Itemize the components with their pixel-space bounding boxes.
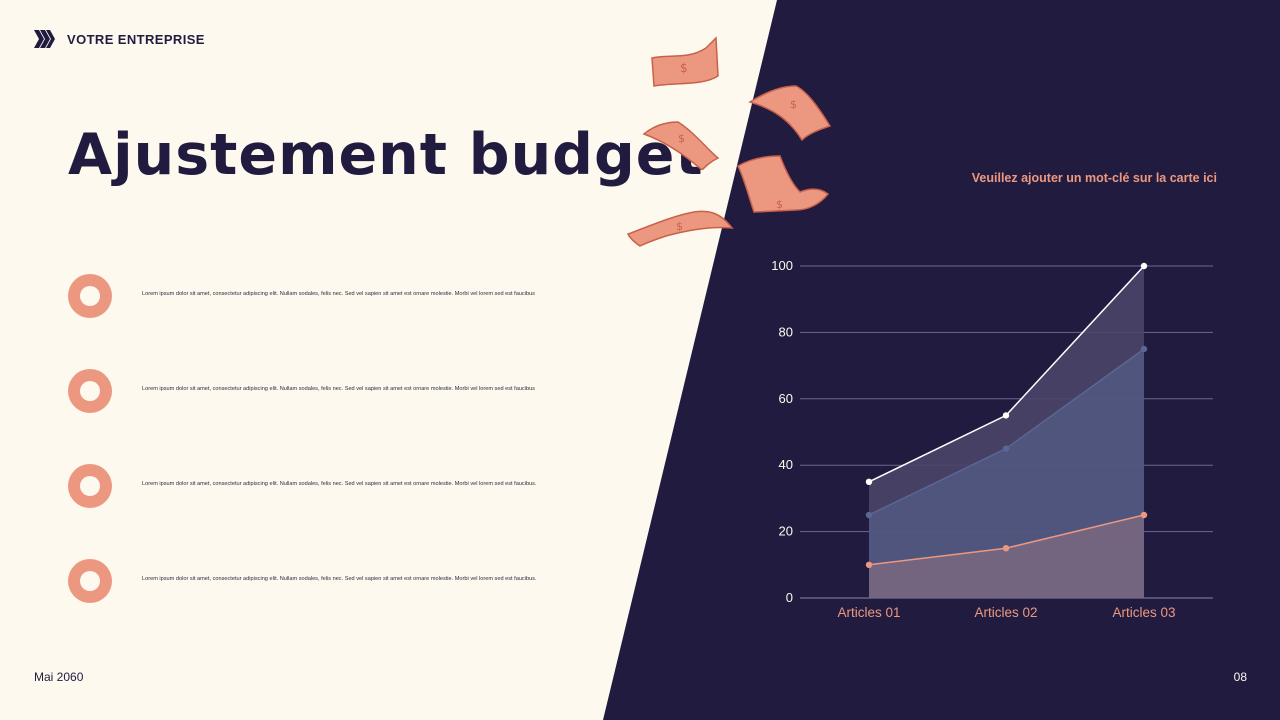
money-bill-icon: $: [642, 121, 720, 170]
company-name: VOTRE ENTREPRISE: [67, 31, 205, 47]
chevrons-icon: [34, 30, 56, 48]
list-item: Lorem ipsum dolor sit amet, consectetur …: [68, 274, 628, 318]
y-tick-label: 0: [786, 590, 793, 605]
data-point: [1140, 511, 1148, 519]
money-bill-icon: $: [626, 210, 734, 247]
list-item: Lorem ipsum dolor sit amet, consectetur …: [68, 369, 628, 413]
money-bill-icon: $: [737, 155, 830, 213]
list-item-text: Lorem ipsum dolor sit amet, consectetur …: [142, 481, 537, 487]
list-item: Lorem ipsum dolor sit amet, consectetur …: [68, 559, 628, 603]
page-title: Ajustement budget: [68, 122, 704, 188]
list-item: Lorem ipsum dolor sit amet, consectetur …: [68, 464, 628, 508]
data-point: [1140, 262, 1148, 270]
footer-date: Mai 2060: [34, 670, 84, 684]
svg-text:$: $: [678, 132, 685, 145]
y-tick-label: 20: [779, 524, 793, 539]
svg-text:$: $: [676, 220, 683, 233]
data-point: [1002, 545, 1010, 552]
svg-text:$: $: [790, 98, 797, 111]
ring-icon: [68, 464, 112, 508]
chart-keyword-note: Veuillez ajouter un mot-clé sur la carte…: [971, 171, 1217, 185]
list-item-text: Lorem ipsum dolor sit amet, consectetur …: [142, 291, 535, 297]
money-bill-icon: $: [651, 36, 719, 87]
x-tick-label: Articles 01: [837, 605, 900, 620]
series-area: [869, 515, 1144, 598]
y-tick-label: 60: [779, 391, 793, 406]
ring-icon: [68, 559, 112, 603]
list-item-text: Lorem ipsum dolor sit amet, consectetur …: [142, 386, 535, 392]
ring-icon: [68, 274, 112, 318]
x-tick-label: Articles 02: [974, 605, 1037, 620]
svg-text:$: $: [680, 61, 688, 75]
list-item-text: Lorem ipsum dolor sit amet, consectetur …: [142, 576, 537, 582]
page-number: 08: [1233, 670, 1247, 684]
data-point: [865, 478, 873, 485]
data-point: [865, 561, 873, 568]
money-bill-icon: $: [748, 85, 832, 142]
x-tick-label: Articles 03: [1112, 605, 1175, 620]
data-point: [1002, 412, 1010, 419]
data-point: [1002, 445, 1010, 452]
data-point: [865, 511, 873, 519]
svg-text:$: $: [776, 198, 783, 211]
data-point: [1140, 345, 1148, 353]
brand: VOTRE ENTREPRISE: [34, 30, 205, 48]
y-tick-label: 80: [779, 324, 793, 339]
ring-icon: [68, 369, 112, 413]
series-area: [869, 349, 1144, 598]
y-tick-label: 100: [771, 258, 793, 273]
y-tick-label: 40: [779, 457, 793, 472]
